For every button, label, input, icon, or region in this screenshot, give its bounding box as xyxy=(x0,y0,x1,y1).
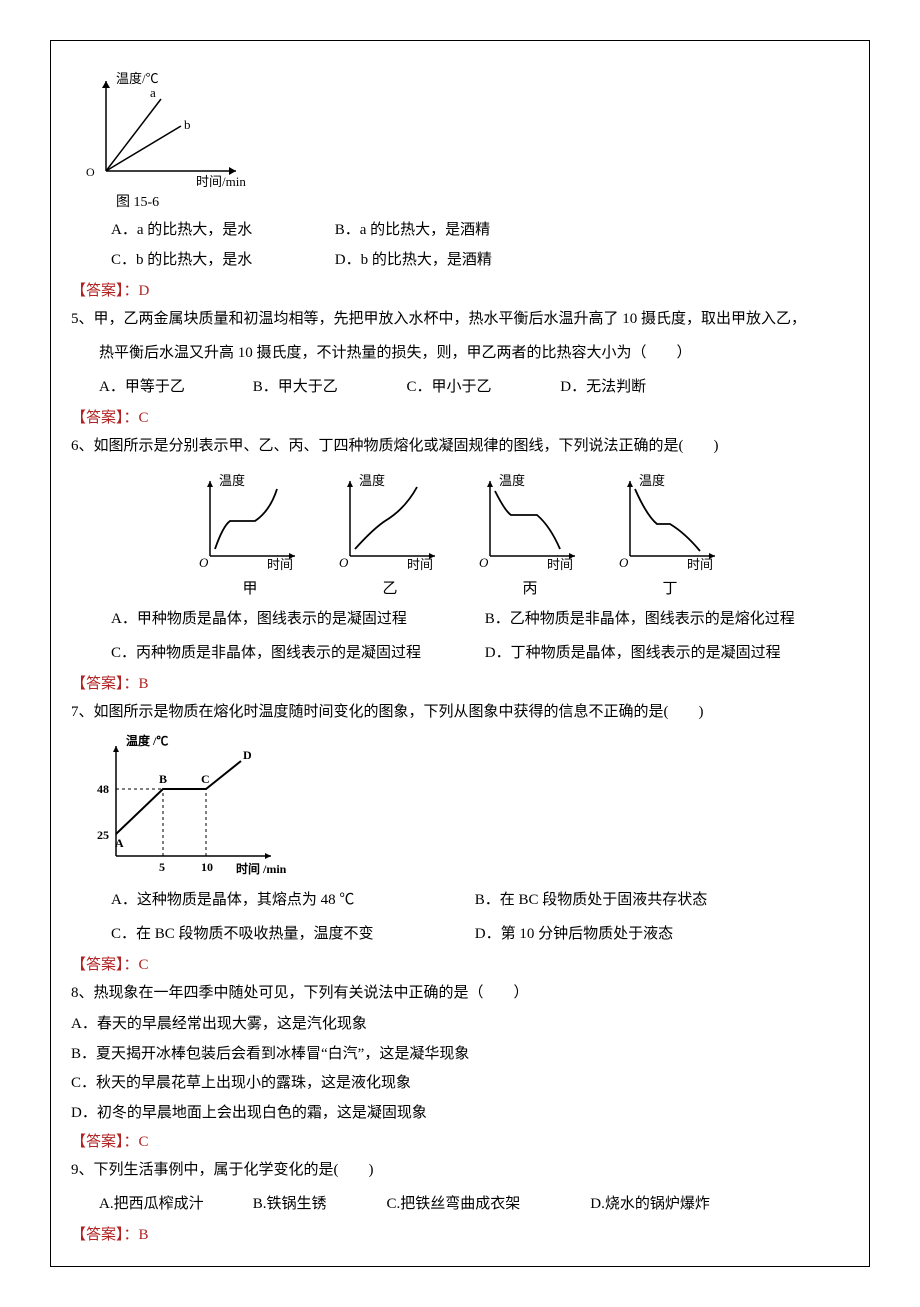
line-a-label: a xyxy=(150,85,156,100)
svg-text:D: D xyxy=(243,748,252,762)
svg-text:温度: 温度 xyxy=(219,473,245,488)
q4-opt-a: A．a 的比热大，是水 xyxy=(111,215,331,245)
q8-text: 8、热现象在一年四季中随处可见，下列有关说法中正确的是（ ） xyxy=(71,978,849,1008)
q6-options-row1: A．甲种物质是晶体，图线表示的是凝固过程 B．乙种物质是非晶体，图线表示的是熔化… xyxy=(71,604,849,634)
fig15-6-caption: 图 15-6 xyxy=(116,191,849,211)
q4-opt-b: B．a 的比热大，是酒精 xyxy=(335,222,490,238)
svg-text:时间: 时间 xyxy=(407,557,433,571)
q7-figure: 温度 /℃ 时间 /min 25 48 5 10 A B C D xyxy=(71,731,849,881)
q6-answer: 【答案】：B xyxy=(71,672,849,693)
q7-options-row2: C．在 BC 段物质不吸收热量，温度不变 D．第 10 分钟后物质处于液态 xyxy=(71,919,849,949)
svg-text:A: A xyxy=(115,836,124,850)
q6-fig-ding: 温度 时间 O 丁 xyxy=(615,471,725,598)
q6-figures: 温度 时间 O 甲 温度 时间 O 乙 xyxy=(71,471,849,598)
q6-cap-jia: 甲 xyxy=(195,577,305,598)
q5-opt-d: D．无法判断 xyxy=(560,379,646,395)
origin-o: O xyxy=(86,165,95,179)
svg-text:10: 10 xyxy=(201,860,213,874)
q8-opt-d: D．初冬的早晨地面上会出现白色的霜，这是凝固现象 xyxy=(71,1101,849,1127)
q4-answer: 【答案】：D xyxy=(71,279,849,300)
q6-text: 6、如图所示是分别表示甲、乙、丙、丁四种物质熔化或凝固规律的图线，下列说法正确的… xyxy=(71,431,849,461)
q6-opt-b: B．乙种物质是非晶体，图线表示的是熔化过程 xyxy=(485,611,795,627)
xlab: 时间/min xyxy=(196,174,246,189)
svg-text:温度 /℃: 温度 /℃ xyxy=(126,733,168,748)
svg-text:时间: 时间 xyxy=(267,557,293,571)
q5-answer: 【答案】：C xyxy=(71,406,849,427)
q5-opt-b: B．甲大于乙 xyxy=(253,372,403,402)
q9-text: 9、下列生活事例中，属于化学变化的是( ) xyxy=(71,1155,849,1185)
svg-text:O: O xyxy=(339,555,349,570)
figure-15-6: O 温度/℃ 时间/min a b 图 15-6 xyxy=(86,71,849,211)
fig15-6-svg: O 温度/℃ 时间/min a b xyxy=(86,71,256,191)
q9-opt-d: D.烧水的锅炉爆炸 xyxy=(590,1196,710,1212)
svg-text:O: O xyxy=(199,555,209,570)
svg-text:O: O xyxy=(479,555,489,570)
svg-text:温度: 温度 xyxy=(499,473,525,488)
q9-answer: 【答案】：B xyxy=(71,1223,849,1244)
q9-opt-c: C.把铁丝弯曲成衣架 xyxy=(387,1189,587,1219)
q5-line2: 热平衡后水温又升高 10 摄氏度，不计热量的损失，则，甲乙两者的比热容大小为（ … xyxy=(71,338,849,368)
q7-opt-b: B．在 BC 段物质处于固液共存状态 xyxy=(475,892,708,908)
q8-answer: 【答案】：C xyxy=(71,1130,849,1151)
q5-opt-a: A．甲等于乙 xyxy=(99,372,249,402)
svg-text:时间: 时间 xyxy=(687,557,713,571)
svg-text:C: C xyxy=(201,772,210,786)
line-b-label: b xyxy=(184,117,191,132)
q6-cap-ding: 丁 xyxy=(615,577,725,598)
q5-opt-c: C．甲小于乙 xyxy=(407,372,557,402)
q8-opt-c: C．秋天的早晨花草上出现小的露珠，这是液化现象 xyxy=(71,1071,849,1097)
svg-text:温度: 温度 xyxy=(639,473,665,488)
q6-cap-bing: 丙 xyxy=(475,577,585,598)
q6-fig-yi: 温度 时间 O 乙 xyxy=(335,471,445,598)
q4-opt-d: D．b 的比热大，是酒精 xyxy=(335,252,492,268)
q7-options-row1: A．这种物质是晶体，其熔点为 48 ℃ B．在 BC 段物质处于固液共存状态 xyxy=(71,885,849,915)
svg-text:O: O xyxy=(619,555,629,570)
q8-opt-b: B．夏天揭开冰棒包装后会看到冰棒冒“白汽”，这是凝华现象 xyxy=(71,1042,849,1068)
q9-opt-a: A.把西瓜榨成汁 xyxy=(99,1189,249,1219)
q6-opt-d: D．丁种物质是晶体，图线表示的是凝固过程 xyxy=(485,645,781,661)
q5-options: A．甲等于乙 B．甲大于乙 C．甲小于乙 D．无法判断 xyxy=(71,372,849,402)
svg-text:时间 /min: 时间 /min xyxy=(236,861,287,876)
q8-opt-a: A．春天的早晨经常出现大雾，这是汽化现象 xyxy=(71,1012,849,1038)
svg-text:25: 25 xyxy=(97,828,109,842)
q9-options: A.把西瓜榨成汁 B.铁锅生锈 C.把铁丝弯曲成衣架 D.烧水的锅炉爆炸 xyxy=(71,1189,849,1219)
q6-opt-a: A．甲种物质是晶体，图线表示的是凝固过程 xyxy=(111,604,481,634)
q6-fig-jia: 温度 时间 O 甲 xyxy=(195,471,305,598)
q7-opt-c: C．在 BC 段物质不吸收热量，温度不变 xyxy=(111,919,471,949)
q9-opt-b: B.铁锅生锈 xyxy=(253,1189,383,1219)
q7-opt-d: D．第 10 分钟后物质处于液态 xyxy=(475,926,673,942)
svg-text:5: 5 xyxy=(159,860,165,874)
svg-text:温度: 温度 xyxy=(359,473,385,488)
q7-text: 7、如图所示是物质在熔化时温度随时间变化的图象，下列从图象中获得的信息不正确的是… xyxy=(71,697,849,727)
ylab: 温度/℃ xyxy=(116,71,159,86)
q6-cap-yi: 乙 xyxy=(335,577,445,598)
svg-text:时间: 时间 xyxy=(547,557,573,571)
svg-text:B: B xyxy=(159,772,167,786)
q4-options: A．a 的比热大，是水 B．a 的比热大，是酒精 C．b 的比热大，是水 D．b… xyxy=(71,215,849,275)
q5-line1: 5、甲，乙两金属块质量和初温均相等，先把甲放入水杯中，热水平衡后水温升高了 10… xyxy=(71,304,849,334)
svg-text:48: 48 xyxy=(97,782,109,796)
q6-opt-c: C．丙种物质是非晶体，图线表示的是凝固过程 xyxy=(111,638,481,668)
q7-opt-a: A．这种物质是晶体，其熔点为 48 ℃ xyxy=(111,885,471,915)
q6-fig-bing: 温度 时间 O 丙 xyxy=(475,471,585,598)
q7-answer: 【答案】：C xyxy=(71,953,849,974)
q6-options-row2: C．丙种物质是非晶体，图线表示的是凝固过程 D．丁种物质是晶体，图线表示的是凝固… xyxy=(71,638,849,668)
q4-opt-c: C．b 的比热大，是水 xyxy=(111,245,331,275)
